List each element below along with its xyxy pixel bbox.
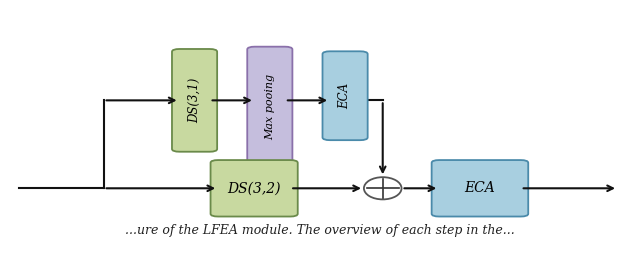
FancyBboxPatch shape xyxy=(323,51,367,140)
Text: ...ure of the LFEA module. The overview of each step in the...: ...ure of the LFEA module. The overview … xyxy=(125,224,515,237)
Text: ECA: ECA xyxy=(465,181,495,195)
Text: DS(3,1): DS(3,1) xyxy=(188,78,201,123)
Ellipse shape xyxy=(364,177,401,199)
FancyBboxPatch shape xyxy=(211,160,298,217)
FancyBboxPatch shape xyxy=(247,47,292,168)
Text: ECA: ECA xyxy=(339,83,351,109)
Text: DS(3,2): DS(3,2) xyxy=(227,181,281,195)
FancyBboxPatch shape xyxy=(172,49,217,152)
FancyBboxPatch shape xyxy=(431,160,528,217)
Text: Max pooing: Max pooing xyxy=(265,74,275,140)
